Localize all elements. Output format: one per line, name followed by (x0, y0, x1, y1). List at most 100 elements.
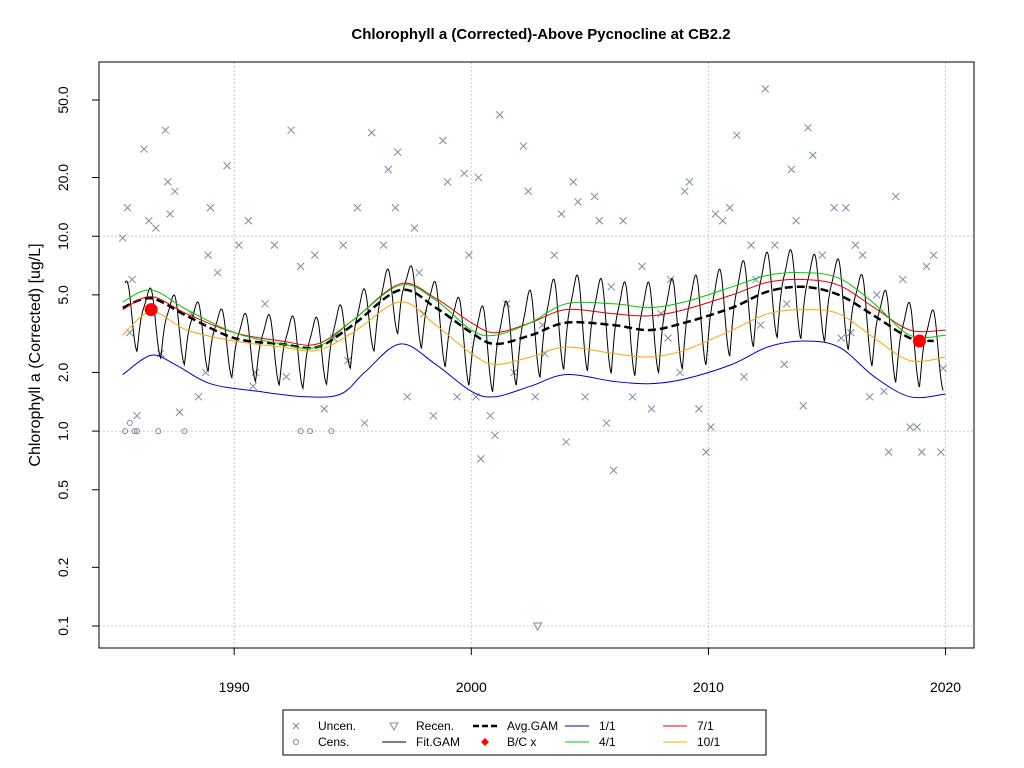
uncensored-point (680, 187, 689, 196)
uncensored-point (808, 151, 817, 160)
uncensored-point (353, 203, 362, 212)
uncensored-point (163, 178, 172, 186)
uncensored-point (799, 401, 808, 410)
legend-symbol-diamond (481, 738, 489, 746)
chart-title: Chlorophyll a (Corrected)-Above Pycnocli… (351, 26, 730, 43)
uncensored-point (706, 423, 715, 431)
uncensored-point (171, 187, 179, 196)
uncensored-point (562, 438, 570, 446)
y-tick-label: 20.0 (55, 164, 71, 191)
uncensored-point (733, 131, 741, 140)
series-line-10-1 (122, 301, 946, 365)
uncensored-point (443, 178, 452, 186)
series-line-1-1 (122, 340, 946, 399)
uncensored-point (782, 299, 791, 308)
uncensored-point (657, 309, 665, 318)
legend-symbol-triangle-down (389, 722, 399, 732)
uncensored-point (581, 392, 589, 401)
uncensored-point (666, 275, 675, 284)
uncensored-point (913, 423, 921, 431)
data-layer (118, 85, 948, 632)
uncensored-point (846, 328, 855, 337)
uncensored-point (166, 210, 174, 218)
uncensored-point (891, 192, 900, 201)
uncensored-point (740, 372, 748, 381)
uncensored-point (751, 275, 760, 284)
uncensored-point (718, 216, 727, 225)
legend-label: Uncen. (318, 719, 356, 733)
uncensored-point (628, 392, 637, 401)
uncensored-point (495, 110, 504, 119)
uncensored-point (128, 275, 137, 284)
y-tick-label: 2.0 (55, 363, 71, 383)
uncensored-point (282, 372, 291, 381)
uncensored-point (711, 210, 720, 218)
legend-symbol-x (292, 722, 300, 730)
uncensored-point (619, 216, 627, 225)
y-tick-label: 1.0 (55, 421, 71, 441)
uncensored-point (491, 431, 499, 440)
uncensored-point (118, 234, 127, 242)
y-tick-label: 0.2 (55, 557, 71, 577)
plot-frame (98, 61, 975, 649)
uncensored-point (367, 128, 376, 137)
uncensored-point (360, 419, 369, 427)
uncensored-point (906, 423, 914, 431)
uncensored-point (792, 216, 801, 225)
x-tick-label: 2010 (693, 679, 724, 695)
uncensored-point (880, 387, 888, 396)
uncensored-point (144, 216, 153, 225)
uncensored-point (550, 251, 559, 259)
uncensored-point (206, 203, 215, 212)
uncensored-point (223, 161, 231, 170)
uncensored-point (175, 408, 184, 417)
uncensored-point (858, 251, 867, 259)
uncensored-point (133, 411, 141, 420)
uncensored-point (922, 262, 931, 271)
bc-point (144, 303, 158, 317)
uncensored-point (602, 419, 611, 427)
legend-label: Avg.GAM (507, 719, 558, 733)
uncensored-point (393, 148, 402, 157)
legend-symbol-circle (293, 739, 299, 745)
censored-point (133, 428, 140, 435)
uncensored-point (474, 173, 483, 182)
uncensored-point (152, 224, 160, 233)
censored-point (181, 428, 188, 435)
uncensored-point (204, 251, 212, 259)
x-tick-label: 1990 (219, 679, 250, 695)
uncensored-point (557, 210, 566, 218)
uncensored-point (929, 251, 938, 259)
uncensored-point (842, 203, 850, 212)
uncensored-point (770, 241, 779, 249)
uncensored-point (429, 411, 438, 420)
uncensored-point (261, 299, 269, 308)
legend: Uncen. Cens. Recen. Fit.GAM Avg.GAM B/C x 1/1 4… (282, 709, 767, 756)
uncensored-point (818, 251, 827, 259)
uncensored-point (519, 142, 528, 150)
censored-point (307, 428, 314, 435)
uncensored-point (872, 291, 881, 299)
uncensored-point (607, 282, 616, 291)
uncensored-point (917, 448, 926, 456)
uncensored-point (590, 192, 599, 201)
uncensored-point (647, 405, 656, 413)
legend-label: 1/1 (599, 719, 616, 733)
uncensored-point (296, 262, 305, 271)
uncensored-point (339, 241, 348, 249)
uncensored-point (756, 321, 765, 329)
uncensored-point (415, 268, 423, 277)
censored-point (328, 428, 335, 435)
censored-point (297, 428, 304, 435)
uncensored-point (830, 203, 838, 212)
uncensored-point (685, 178, 694, 186)
legend-label: B/C x (507, 735, 536, 749)
uncensored-point (939, 364, 948, 373)
uncensored-point (486, 411, 495, 420)
legend-box (282, 709, 767, 756)
uncensored-point (837, 334, 846, 342)
censored-point (131, 428, 138, 435)
uncensored-point (465, 251, 473, 259)
axes: 1990 2000 2010 2020 0.1 0.2 0.5 1.0 2.0 5.0 10.0 20… (55, 86, 961, 695)
uncensored-point (140, 145, 148, 153)
